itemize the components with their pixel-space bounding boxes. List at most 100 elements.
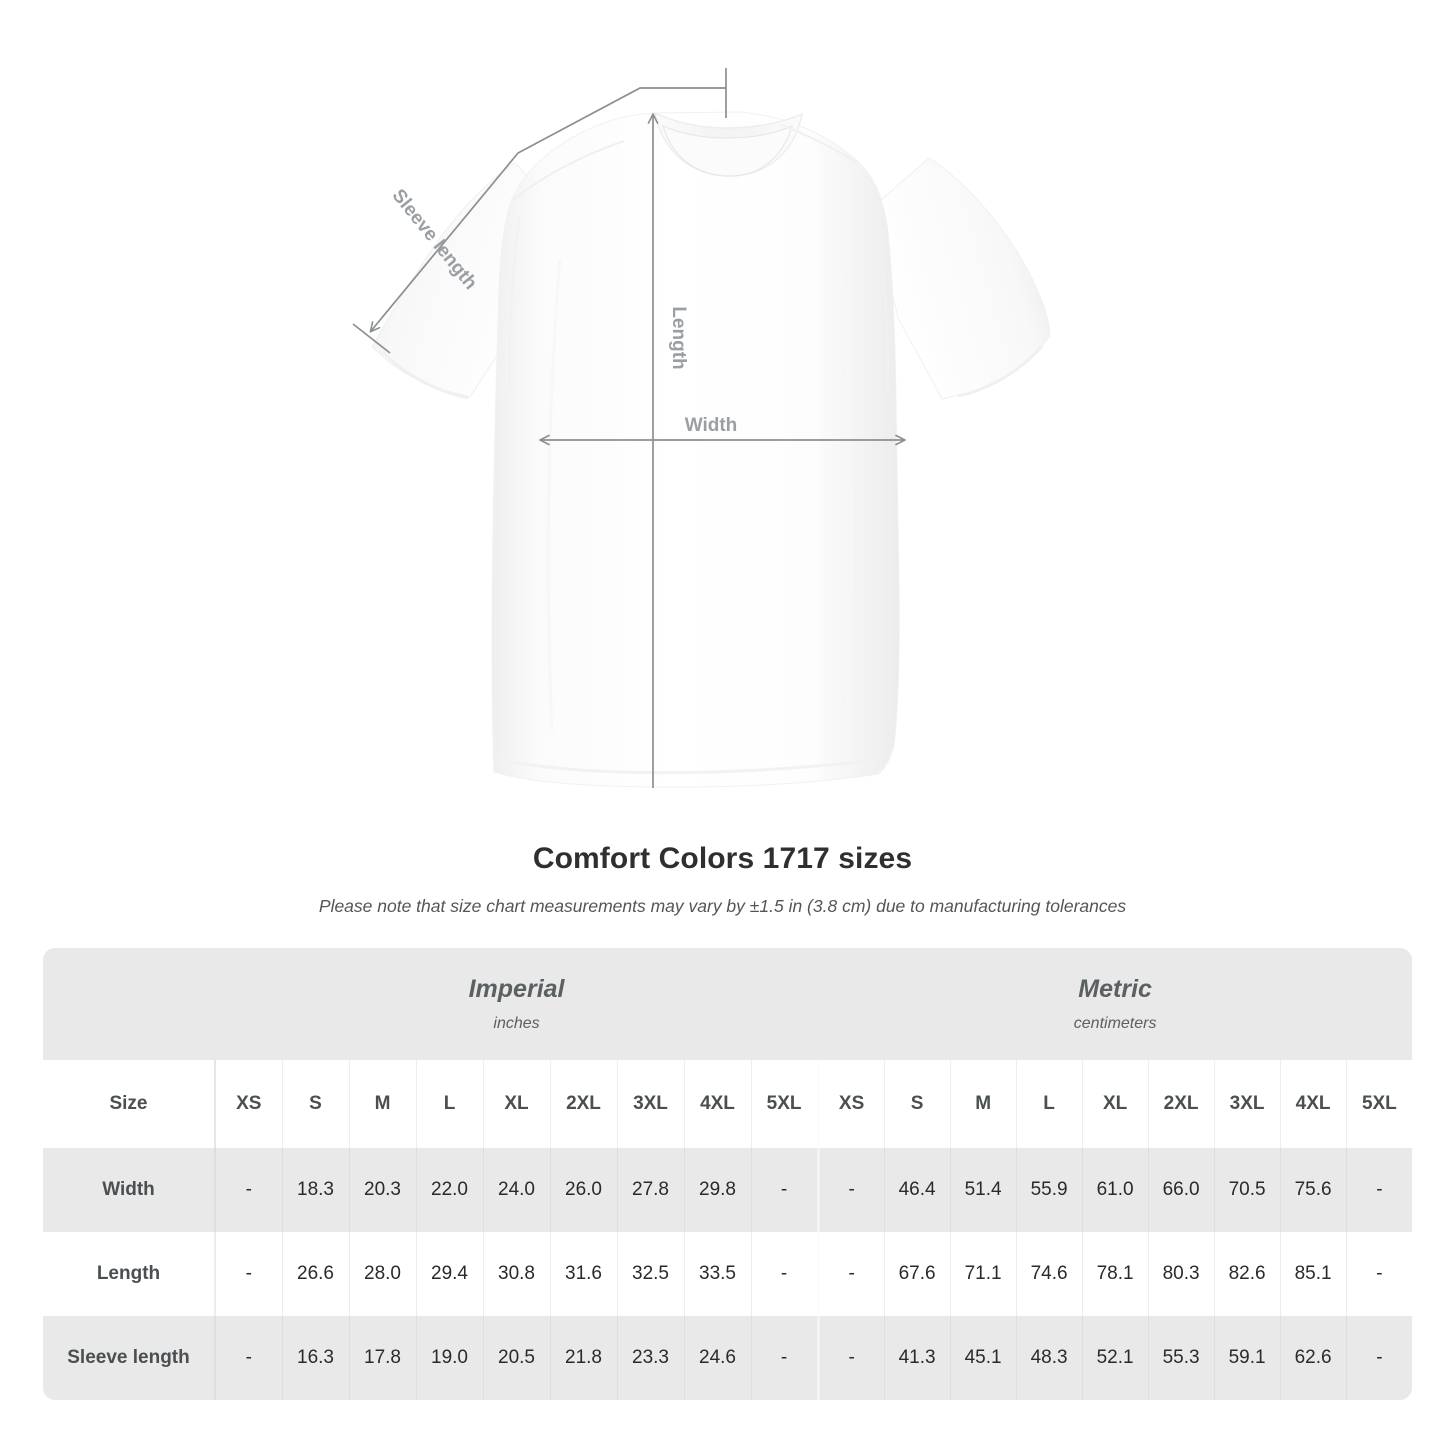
header-size-metric-s: S — [883, 1060, 951, 1148]
cell-length-imp-l: 29.4 — [415, 1232, 483, 1316]
header-size-imperial-l: L — [415, 1060, 483, 1148]
tshirt-illustration: Sleeve length Length Width — [352, 68, 1051, 788]
cell-sleeve-imp-m: 17.8 — [348, 1316, 416, 1400]
cell-sleeve-met-xl: 52.1 — [1081, 1316, 1149, 1400]
header-size-imperial-xs: XS — [214, 1060, 282, 1148]
left-armhole-fold — [508, 214, 521, 393]
cell-width-met-s: 46.4 — [883, 1148, 951, 1232]
right-shoulder-seam — [781, 124, 857, 163]
cell-length-met-5xl: - — [1345, 1232, 1413, 1316]
cell-width-imp-l: 22.0 — [415, 1148, 483, 1232]
row-label-width: Width — [43, 1148, 215, 1232]
header-size-metric-xl: XL — [1081, 1060, 1149, 1148]
cell-width-imp-xl: 24.0 — [482, 1148, 550, 1232]
unit-sub-metric: centimeters — [1073, 1014, 1157, 1032]
unit-section-imperial: Imperial inches — [215, 948, 819, 1060]
cell-sleeve-imp-2xl: 21.8 — [549, 1316, 617, 1400]
header-size-imperial-2xl: 2XL — [549, 1060, 617, 1148]
header-size-metric-2xl: 2XL — [1147, 1060, 1215, 1148]
cell-sleeve-met-2xl: 55.3 — [1147, 1316, 1215, 1400]
sleeve-cuff-tick — [352, 323, 391, 354]
header-size-imperial-s: S — [281, 1060, 349, 1148]
cell-sleeve-met-l: 48.3 — [1015, 1316, 1083, 1400]
tshirt-graphic — [371, 111, 1051, 788]
unit-name-metric: Metric — [1078, 974, 1152, 1003]
cell-width-met-xl: 61.0 — [1081, 1148, 1149, 1232]
measurement-overlay — [352, 68, 906, 788]
unit-sub-imperial: inches — [493, 1014, 540, 1032]
cell-width-imp-2xl: 26.0 — [549, 1148, 617, 1232]
cell-width-met-m: 51.4 — [949, 1148, 1017, 1232]
body-fold-right — [838, 249, 853, 731]
cell-length-met-xl: 78.1 — [1081, 1232, 1149, 1316]
cell-width-met-4xl: 75.6 — [1279, 1148, 1347, 1232]
cell-width-imp-5xl: - — [750, 1148, 819, 1232]
header-size-metric-l: L — [1015, 1060, 1083, 1148]
right-armhole-fold — [873, 213, 890, 393]
tshirt-body — [491, 111, 900, 788]
cell-sleeve-met-m: 45.1 — [949, 1316, 1017, 1400]
cell-sleeve-met-4xl: 62.6 — [1279, 1316, 1347, 1400]
length-label: Length — [668, 306, 689, 369]
width-label: Width — [685, 415, 738, 436]
left-sleeve-hem — [381, 350, 469, 400]
unit-banner-row: Imperial inches Metric centimeters — [43, 948, 1413, 1060]
cell-length-imp-m: 28.0 — [348, 1232, 416, 1316]
cell-sleeve-imp-s: 16.3 — [281, 1316, 349, 1400]
header-size-metric-xs: XS — [816, 1060, 885, 1148]
cell-width-met-5xl: - — [1345, 1148, 1413, 1232]
cell-width-imp-s: 18.3 — [281, 1148, 349, 1232]
cell-sleeve-imp-5xl: - — [750, 1316, 819, 1400]
sleeve-length-guide — [369, 87, 726, 333]
size-chart-table: Imperial inches Metric centimeters Size … — [43, 948, 1413, 1400]
header-size-metric-5xl: 5XL — [1345, 1060, 1413, 1148]
table-row: Width - 18.3 20.3 22.0 24.0 26.0 27.8 29… — [43, 1148, 1413, 1232]
cell-sleeve-imp-4xl: 24.6 — [683, 1316, 751, 1400]
cell-length-met-m: 71.1 — [949, 1232, 1017, 1316]
cell-width-imp-xs: - — [214, 1148, 282, 1232]
cell-sleeve-met-5xl: - — [1345, 1316, 1413, 1400]
unit-name-imperial: Imperial — [468, 974, 565, 1003]
cell-length-imp-4xl: 33.5 — [683, 1232, 751, 1316]
table-row: Length - 26.6 28.0 29.4 30.8 31.6 32.5 3… — [43, 1232, 1413, 1316]
cell-length-imp-3xl: 32.5 — [616, 1232, 684, 1316]
header-size-metric-m: M — [949, 1060, 1017, 1148]
cell-length-imp-2xl: 31.6 — [549, 1232, 617, 1316]
cell-length-met-3xl: 82.6 — [1213, 1232, 1281, 1316]
bottom-hem — [493, 756, 879, 775]
header-size-imperial-xl: XL — [482, 1060, 550, 1148]
cell-width-imp-m: 20.3 — [348, 1148, 416, 1232]
cell-sleeve-met-3xl: 59.1 — [1213, 1316, 1281, 1400]
body-fold-left — [546, 259, 562, 731]
unit-banner-spacer — [43, 948, 215, 1060]
cell-width-imp-3xl: 27.8 — [616, 1148, 684, 1232]
cell-length-met-s: 67.6 — [883, 1232, 951, 1316]
cell-sleeve-imp-3xl: 23.3 — [616, 1316, 684, 1400]
header-size-imperial-3xl: 3XL — [616, 1060, 684, 1148]
cell-width-met-3xl: 70.5 — [1213, 1148, 1281, 1232]
cell-sleeve-imp-xs: - — [214, 1316, 282, 1400]
cell-length-met-xs: - — [816, 1232, 885, 1316]
cell-length-met-l: 74.6 — [1015, 1232, 1083, 1316]
cell-sleeve-met-s: 41.3 — [883, 1316, 951, 1400]
size-table-container: Imperial inches Metric centimeters Size … — [43, 948, 1413, 1400]
header-size-label: Size — [43, 1060, 215, 1148]
header-size-metric-4xl: 4XL — [1279, 1060, 1347, 1148]
cell-width-met-2xl: 66.0 — [1147, 1148, 1215, 1232]
cell-width-met-xs: - — [816, 1148, 885, 1232]
cell-sleeve-imp-l: 19.0 — [415, 1316, 483, 1400]
size-header-row: Size XS S M L XL 2XL 3XL 4XL 5XL XS S M … — [43, 1060, 1413, 1148]
unit-section-metric: Metric centimeters — [818, 948, 1413, 1060]
tolerance-note: Please note that size chart measurements… — [318, 896, 1127, 916]
collar-opening — [662, 124, 793, 177]
page-title: Comfort Colors 1717 sizes — [532, 842, 913, 875]
cell-sleeve-imp-xl: 20.5 — [482, 1316, 550, 1400]
row-label-sleeve-length: Sleeve length — [43, 1316, 215, 1400]
header-size-imperial-4xl: 4XL — [683, 1060, 751, 1148]
row-label-length: Length — [43, 1232, 215, 1316]
cell-sleeve-met-xs: - — [816, 1316, 885, 1400]
header-size-metric-3xl: 3XL — [1213, 1060, 1281, 1148]
cell-width-imp-4xl: 29.8 — [683, 1148, 751, 1232]
header-size-imperial-m: M — [348, 1060, 416, 1148]
